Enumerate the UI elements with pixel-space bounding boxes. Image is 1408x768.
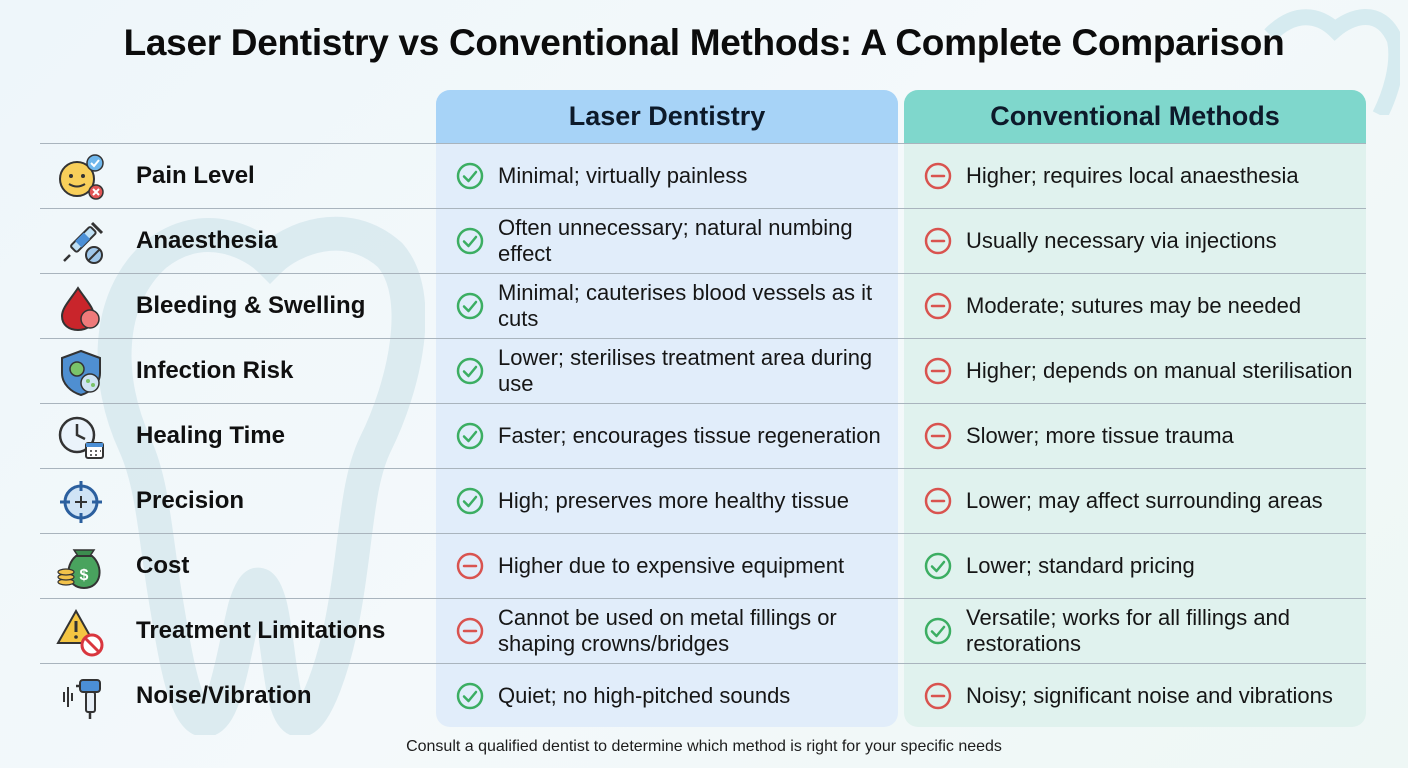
table-row: Pain Level Minimal; virtually painless Hig…	[40, 143, 1366, 208]
conventional-cell-text: Versatile; works for all fillings and re…	[966, 605, 1291, 656]
table-row: Healing Time Faster; encourages tissue re…	[40, 403, 1366, 468]
laser-column-panel	[436, 90, 898, 727]
row-label: Healing Time	[136, 422, 285, 449]
drill-sound-icon	[63, 679, 101, 719]
conventional-cell: Lower; standard pricing	[924, 534, 1364, 598]
laser-cell-text: Quiet; no high-pitched sounds	[498, 683, 791, 708]
table-row: Bleeding & Swelling Minimal; cauterises b…	[40, 273, 1366, 338]
laser-cell-text: Lower; sterilises treatment area during …	[498, 345, 873, 396]
laser-cell-text: Minimal; virtually painless	[498, 163, 748, 188]
laser-cell-text: High; preserves more healthy tissue	[498, 488, 849, 513]
laser-cell: Higher due to expensive equipment	[456, 534, 896, 598]
laser-cell-text: Often unnecessary; natural numbing effec…	[498, 215, 853, 266]
page-title: Laser Dentistry vs Conventional Methods:…	[123, 22, 1285, 63]
table-row: Treatment Limitations Cannot be used on m…	[40, 598, 1366, 663]
check-circle-icon	[456, 292, 484, 320]
conventional-cell: Usually necessary via injections	[924, 209, 1364, 273]
row-label: Bleeding & Swelling	[136, 292, 366, 319]
check-circle-icon	[456, 357, 484, 385]
conventional-cell-text: Higher; requires local anaesthesia	[966, 163, 1299, 188]
check-circle-icon	[924, 617, 952, 645]
blood-drop-icon	[60, 286, 100, 332]
conventional-cell-text: Moderate; sutures may be needed	[966, 293, 1302, 318]
minus-circle-icon	[924, 162, 952, 190]
conventional-cell: Versatile; works for all fillings and re…	[924, 599, 1364, 663]
minus-circle-icon	[924, 682, 952, 710]
conventional-cell: Noisy; significant noise and vibrations	[924, 664, 1364, 728]
minus-circle-icon	[924, 357, 952, 385]
laser-cell-text: Minimal; cauterises blood vessels as it …	[498, 280, 873, 331]
laser-cell: Minimal; virtually painless	[456, 144, 896, 208]
syringe-pill-icon	[63, 221, 104, 264]
laser-cell: High; preserves more healthy tissue	[456, 469, 896, 533]
row-label: Noise/Vibration	[136, 682, 312, 709]
minus-circle-icon	[456, 617, 484, 645]
conventional-cell-text: Higher; depends on manual sterilisation	[966, 358, 1353, 383]
row-label: Anaesthesia	[136, 227, 278, 254]
conventional-cell-text: Noisy; significant noise and vibrations	[966, 683, 1333, 708]
check-circle-icon	[456, 487, 484, 515]
check-circle-icon	[456, 162, 484, 190]
conventional-cell-text: Usually necessary via injections	[966, 228, 1277, 253]
face-check-cross-icon	[59, 154, 104, 200]
crosshair-icon	[60, 481, 102, 523]
check-circle-icon	[456, 227, 484, 255]
minus-circle-icon	[924, 292, 952, 320]
money-bag-icon: $	[57, 549, 101, 590]
check-circle-icon	[456, 682, 484, 710]
row-label: Pain Level	[136, 162, 255, 189]
check-circle-icon	[924, 552, 952, 580]
laser-column-header: Laser Dentistry	[436, 90, 898, 143]
shield-germ-icon	[61, 349, 101, 397]
row-label: Infection Risk	[136, 357, 294, 384]
warning-prohibited-icon	[56, 608, 104, 657]
laser-cell-text: Higher due to expensive equipment	[498, 553, 845, 578]
laser-cell: Faster; encourages tissue regeneration	[456, 404, 896, 468]
table-row: Anaesthesia Often unnecessary; natural nu…	[40, 208, 1366, 273]
laser-cell-text: Cannot be used on metal fillings or shap…	[498, 605, 837, 656]
table-row: $ Cost Higher due to expensive equipment Lo…	[40, 533, 1366, 598]
conventional-cell: Lower; may affect surrounding areas	[924, 469, 1364, 533]
laser-cell: Lower; sterilises treatment area during …	[456, 339, 896, 403]
conventional-cell: Higher; depends on manual sterilisation	[924, 339, 1364, 403]
table-row: Precision High; preserves more healthy ti…	[40, 468, 1366, 533]
conventional-cell-text: Lower; may affect surrounding areas	[966, 488, 1323, 513]
minus-circle-icon	[924, 422, 952, 450]
minus-circle-icon	[924, 487, 952, 515]
row-label: Cost	[136, 552, 190, 579]
laser-cell-text: Faster; encourages tissue regeneration	[498, 423, 881, 448]
conventional-cell-text: Lower; standard pricing	[966, 553, 1195, 578]
laser-cell: Cannot be used on metal fillings or shap…	[456, 599, 896, 663]
conventional-cell: Slower; more tissue trauma	[924, 404, 1364, 468]
table-row: Infection Risk Lower; sterilises treatmen…	[40, 338, 1366, 403]
svg-text:$: $	[80, 567, 89, 584]
laser-cell: Minimal; cauterises blood vessels as it …	[456, 274, 896, 338]
minus-circle-icon	[924, 227, 952, 255]
check-circle-icon	[456, 422, 484, 450]
table-row: Noise/Vibration Quiet; no high-pitched so…	[40, 663, 1366, 728]
laser-cell: Quiet; no high-pitched sounds	[456, 664, 896, 728]
conventional-cell: Higher; requires local anaesthesia	[924, 144, 1364, 208]
conventional-column-panel	[904, 90, 1366, 727]
conventional-cell-text: Slower; more tissue trauma	[966, 423, 1234, 448]
footer-note: Consult a qualified dentist to determine…	[406, 738, 1002, 755]
clock-calendar-icon	[58, 416, 104, 459]
minus-circle-icon	[456, 552, 484, 580]
conventional-column-header: Conventional Methods	[904, 90, 1366, 143]
conventional-cell: Moderate; sutures may be needed	[924, 274, 1364, 338]
row-label: Treatment Limitations	[136, 617, 386, 644]
laser-cell: Often unnecessary; natural numbing effec…	[456, 209, 896, 273]
row-label: Precision	[136, 487, 245, 514]
